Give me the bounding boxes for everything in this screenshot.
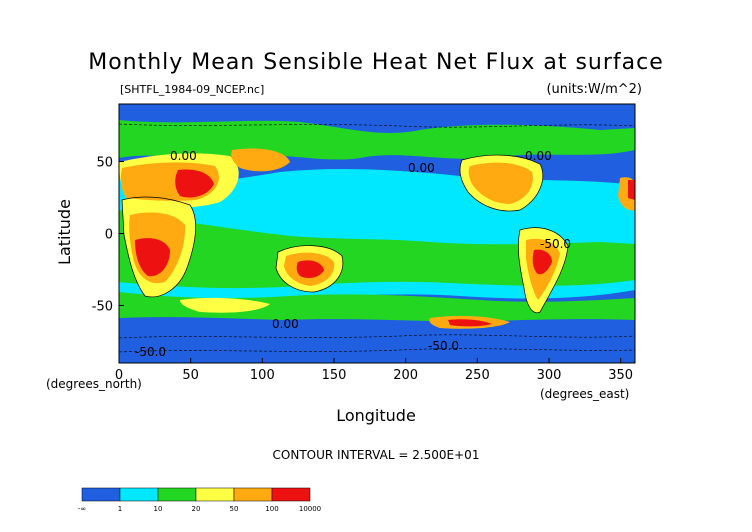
colorbar: -∞ 1 10 20 50 100 10000 (78, 487, 321, 513)
contour-label: 0.00 (170, 149, 197, 163)
contour-line-dashed (118, 348, 636, 353)
x-tick-label: 200 (393, 368, 418, 383)
chart-subtitle: [SHTFL_1984-09_NCEP.nc] (120, 83, 264, 96)
contour-line-dashed (118, 123, 636, 128)
x-tick-label: 250 (465, 368, 490, 383)
region-southocean-yellow (180, 297, 270, 313)
y-axis-label: Latitude (55, 199, 74, 265)
contour-line (275, 245, 344, 293)
region-green-south (119, 292, 635, 322)
x-tick-label: 350 (608, 368, 633, 383)
colorbar-tick-label: 50 (230, 505, 239, 513)
y-tick-label: 0 (105, 228, 113, 243)
region-namerica-orange (468, 162, 533, 204)
contour-interval: CONTOUR INTERVAL = 2.500E+01 (273, 448, 480, 462)
region-antarctic-red (448, 319, 492, 327)
region-east-edge-red (628, 180, 635, 200)
x-tick-label: 150 (322, 368, 347, 383)
contour-label: 0.00 (525, 149, 552, 163)
x-tick-label: 100 (250, 368, 275, 383)
heatmap-plot-area: 0.00 0.00 0.00 0.00 -50.0 -50.0 -50.0 (118, 104, 636, 363)
y-tick-label: 50 (96, 156, 113, 171)
x-tick-label: 300 (537, 368, 562, 383)
y-axis-ticks: 50 0 -50 (92, 156, 124, 314)
contour-label: -50.0 (428, 339, 459, 353)
colorbar-tick-label: 20 (192, 505, 201, 513)
x-tick-label: 50 (182, 368, 199, 383)
colorbar-tick-label: 10000 (299, 505, 321, 513)
region-eurasia-red (175, 169, 214, 198)
chart-title: Monthly Mean Sensible Heat Net Flux at s… (88, 50, 664, 75)
y-axis-units: (degrees_north) (46, 377, 142, 391)
region-asia-orange (231, 148, 290, 172)
colorbar-swatch (157, 487, 197, 502)
colorbar-tick-label: -∞ (78, 505, 86, 513)
colorbar-tick-label: 100 (265, 505, 278, 513)
x-axis-label: Longitude (336, 406, 416, 425)
contour-line (121, 196, 196, 298)
contour-label: 0.00 (408, 161, 435, 175)
colorbar-tick-label: 1 (118, 505, 122, 513)
contour-line (459, 154, 544, 212)
region-green-band (119, 210, 635, 289)
colorbar-tick-label: 10 (154, 505, 163, 513)
x-tick-label: 0 (115, 368, 123, 383)
colorbar-swatch (119, 487, 159, 502)
colorbar-swatch (233, 487, 273, 502)
region-samerica-red (532, 249, 552, 275)
region-australia-red (296, 260, 324, 278)
chart-units: (units:W/m^2) (546, 82, 642, 97)
colorbar-swatch (81, 487, 121, 502)
contour-label: -50.0 (540, 237, 571, 251)
region-arctic (119, 104, 635, 122)
x-axis-ticks: 0 50 100 150 200 250 300 350 (115, 358, 633, 383)
contour-label: -50.0 (135, 345, 166, 359)
region-africa-red (135, 238, 170, 277)
contour-line (518, 227, 569, 314)
contour-label: 0.00 (272, 317, 299, 331)
x-axis-units: (degrees_east) (540, 387, 629, 401)
colorbar-swatch (271, 487, 311, 502)
y-tick-label: -50 (92, 299, 113, 314)
colorbar-swatch (195, 487, 235, 502)
contour-line-dashed (118, 334, 636, 339)
